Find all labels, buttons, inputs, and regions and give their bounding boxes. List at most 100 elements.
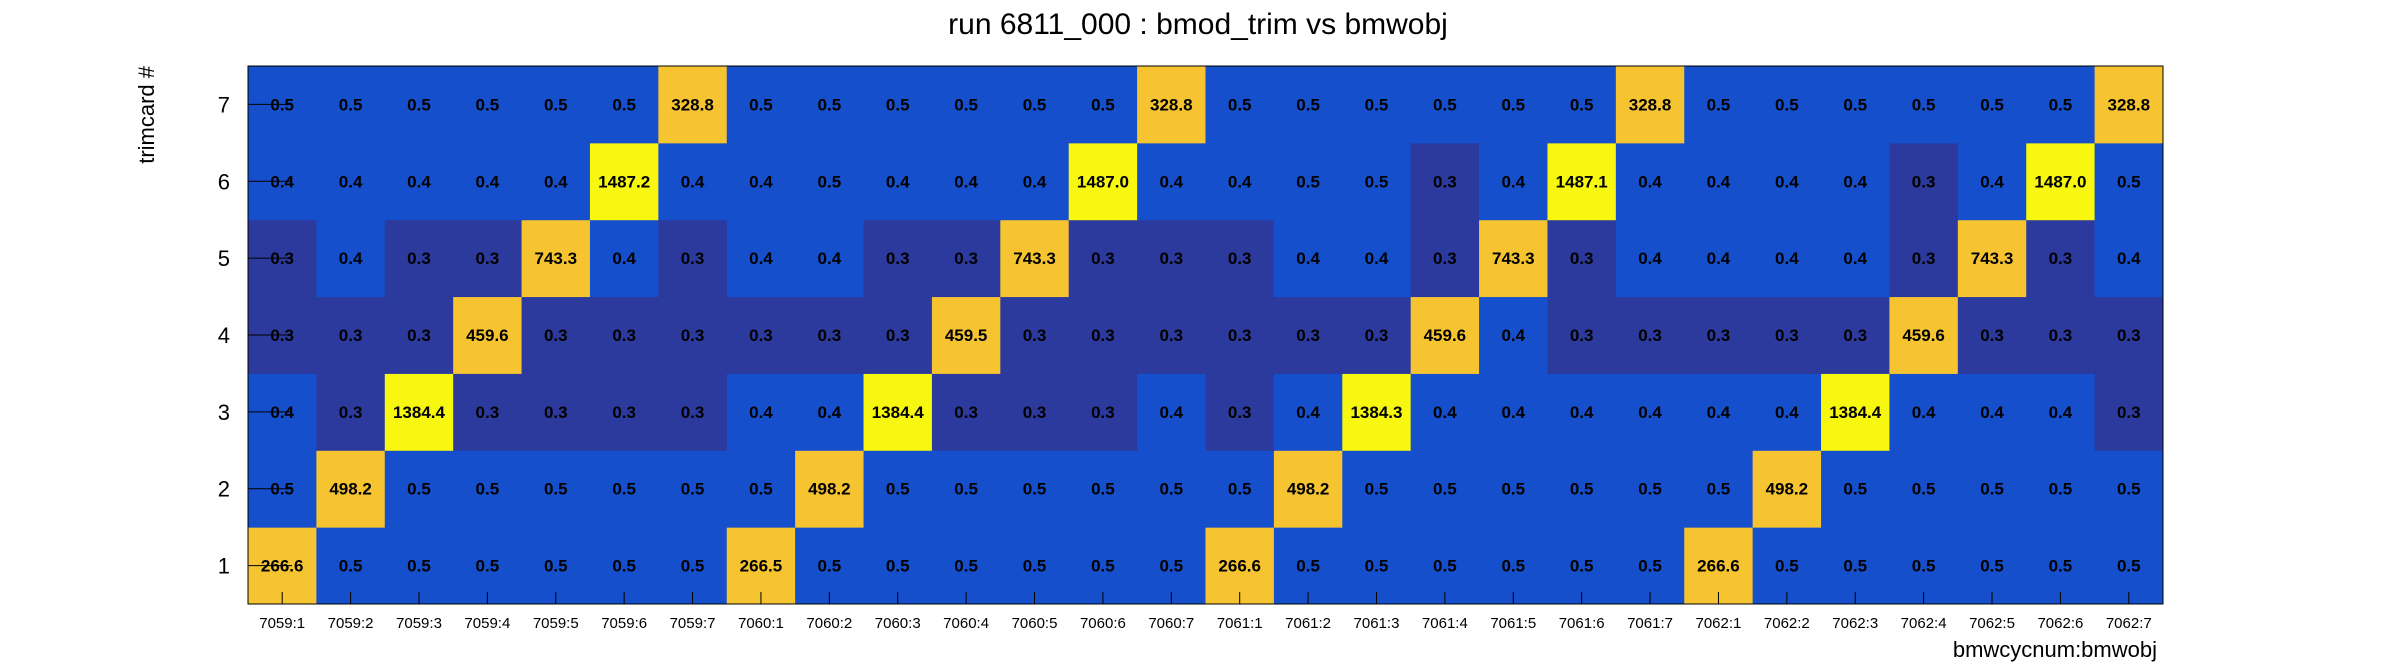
heatmap-cell-value: 0.3 [1091,326,1115,345]
heatmap-cell [1889,142,1959,221]
heatmap-cell [1205,373,1275,451]
heatmap-cell-value: 0.5 [544,480,568,499]
x-tick-label: 7061:5 [1490,615,1536,632]
heatmap-cell-value: 0.4 [1843,249,1867,268]
heatmap-cell [1957,527,2027,605]
heatmap-cell [726,450,796,528]
heatmap-cell-value: 0.4 [818,249,842,268]
heatmap-cell-value: 0.3 [2117,403,2141,422]
heatmap-cell [1410,296,1480,374]
heatmap-cell-value: 0.5 [1296,95,1320,114]
x-tick-label: 7062:5 [1969,615,2015,632]
heatmap-cell [726,296,796,374]
y-tick-label: 3 [218,400,230,425]
heatmap-cell-value: 266.5 [740,557,783,576]
heatmap-cell [1547,373,1617,451]
heatmap-cell [795,373,865,451]
heatmap-cell [726,527,796,605]
heatmap-cell-value: 0.4 [1501,326,1525,345]
heatmap-cell-value: 0.4 [1775,403,1799,422]
heatmap-cell [1205,66,1275,144]
heatmap-cell-value: 0.4 [1501,403,1525,422]
heatmap-cell-value: 0.5 [1501,557,1525,576]
heatmap-cell [658,296,728,374]
heatmap-cell-value: 0.5 [954,557,978,576]
heatmap-cell [795,450,865,528]
x-tick-label: 7062:1 [1696,615,1742,632]
heatmap-cell [1137,219,1206,298]
heatmap-cell [1000,450,1070,528]
heatmap-cell [521,219,591,298]
heatmap-cell-value: 0.5 [612,480,636,499]
heatmap-cell-value: 0.3 [1159,326,1183,345]
heatmap-cell [1205,219,1275,298]
heatmap-cell-value: 0.4 [749,403,773,422]
heatmap-cell-value: 0.4 [339,249,363,268]
heatmap-cell-value: 0.3 [2117,326,2141,345]
heatmap-cell-value: 0.3 [612,326,636,345]
heatmap-cell [863,527,933,605]
x-tick-label: 7062:2 [1764,615,1810,632]
heatmap-cell [1821,66,1890,144]
heatmap-cell-value: 328.8 [1629,95,1672,114]
heatmap-cell [931,450,1001,528]
x-tick-label: 7062:4 [1901,615,1947,632]
heatmap-cell [589,527,659,605]
heatmap-cell-value: 0.5 [1570,95,1594,114]
heatmap-cell [1615,142,1685,221]
heatmap-cell-value: 0.4 [1638,249,1662,268]
x-tick-label: 7059:7 [670,615,716,632]
x-tick-label: 7059:6 [601,615,647,632]
heatmap-cell [1000,142,1070,221]
y-tick-label: 4 [218,323,230,348]
heatmap-cell [2026,142,2096,221]
heatmap-cell [1410,142,1480,221]
heatmap-cell [589,450,659,528]
heatmap-cell [316,219,386,298]
x-tick-label: 7060:6 [1080,615,1126,632]
heatmap-cell [1137,450,1206,528]
heatmap-cell [1479,373,1548,451]
heatmap-cell-value: 1487.0 [2034,172,2086,191]
heatmap-cell [1068,373,1138,451]
heatmap-cell [795,66,865,144]
heatmap-cell-value: 0.4 [1159,172,1183,191]
x-tick-label: 7062:6 [2037,615,2083,632]
heatmap-cell-value: 459.6 [466,326,509,345]
heatmap-cell-value: 0.4 [1707,172,1731,191]
heatmap-cell [726,66,796,144]
heatmap-cell [1615,527,1685,605]
heatmap-cell-value: 0.4 [886,172,910,191]
heatmap-cell-value: 0.3 [1843,326,1867,345]
heatmap-cell [1205,527,1275,605]
heatmap-cell [1957,450,2027,528]
heatmap-cell-value: 0.5 [1638,480,1662,499]
heatmap-cell-value: 0.4 [749,172,773,191]
heatmap-cell [1479,66,1548,144]
heatmap-cell [316,66,386,144]
heatmap-cell-value: 1384.3 [1350,403,1402,422]
heatmap-cell [1273,373,1343,451]
heatmap-cell [521,527,591,605]
heatmap-cell [521,296,591,374]
heatmap-cell [795,527,865,605]
y-tick-label: 2 [218,477,230,502]
heatmap-cell-value: 0.3 [1433,172,1457,191]
heatmap-cell-value: 498.2 [1287,480,1330,499]
heatmap-cell [863,142,933,221]
heatmap-cell [1342,373,1412,451]
heatmap-cell [1479,527,1548,605]
heatmap-cell-value: 498.2 [1766,480,1809,499]
heatmap-cell-value: 0.5 [1843,480,1867,499]
heatmap-cell-value: 0.3 [544,326,568,345]
heatmap-cell [1273,219,1343,298]
y-tick-label: 5 [218,246,230,271]
heatmap-cell-value: 0.5 [476,95,500,114]
heatmap-cell-value: 0.5 [1980,557,2004,576]
x-tick-label: 7059:2 [328,615,374,632]
x-tick-label: 7061:3 [1354,615,1400,632]
heatmap-cell-value: 0.5 [1023,557,1047,576]
heatmap-cell [1273,142,1343,221]
heatmap-cell [316,527,386,605]
